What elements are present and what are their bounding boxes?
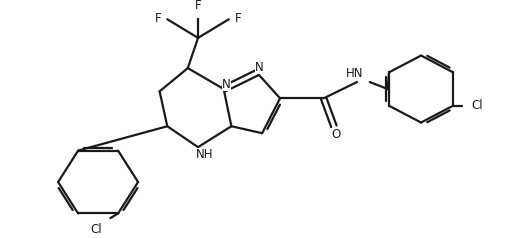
Text: N: N [255, 61, 264, 74]
Text: F: F [155, 12, 161, 25]
Text: F: F [195, 0, 201, 12]
Text: N: N [222, 78, 231, 91]
Text: NH: NH [195, 148, 213, 161]
Text: F: F [235, 12, 242, 25]
Text: Cl: Cl [471, 99, 483, 112]
Text: Cl: Cl [90, 223, 102, 236]
Text: HN: HN [345, 67, 363, 80]
Text: O: O [332, 128, 341, 141]
